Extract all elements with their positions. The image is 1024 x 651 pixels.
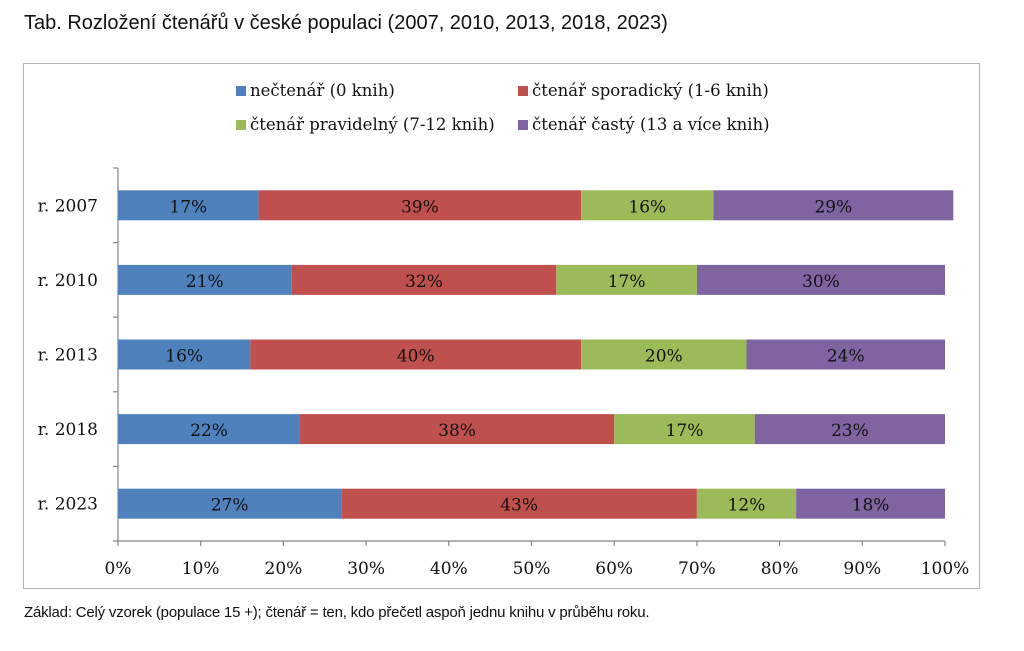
bar-segment — [250, 339, 582, 370]
bar-segment — [696, 264, 945, 295]
data-label: 39% — [401, 197, 439, 217]
data-label: 23% — [831, 421, 869, 441]
bar-segment — [556, 264, 697, 295]
y-category-label: r. 2010 — [38, 271, 98, 291]
legend-swatch — [518, 120, 528, 130]
data-label: 24% — [827, 347, 865, 367]
x-tick-label: 70% — [678, 559, 716, 579]
data-label: 16% — [165, 347, 203, 367]
data-label: 29% — [814, 197, 852, 217]
data-label: 17% — [666, 421, 704, 441]
data-label: 21% — [186, 272, 224, 292]
x-tick-label: 60% — [595, 559, 633, 579]
x-tick-label: 50% — [513, 559, 551, 579]
bars: 17% 39% 16% 29% 21% 32% 17% 30% 16% 40% 20% 24% 22% 3… — [118, 190, 954, 519]
data-label: 18% — [852, 496, 890, 516]
data-label: 32% — [405, 272, 443, 292]
x-tick-label: 90% — [843, 559, 881, 579]
bar-segment — [796, 488, 945, 519]
y-category-label: r. 2018 — [38, 420, 98, 440]
y-category-label: r. 2023 — [38, 495, 98, 515]
y-category-label: r. 2007 — [38, 196, 98, 216]
x-tick-label: 20% — [265, 559, 303, 579]
bar-segment — [299, 414, 615, 445]
bar-segment — [118, 190, 259, 221]
data-label: 27% — [211, 496, 249, 516]
data-label: 30% — [802, 272, 840, 292]
legend-label: čtenář častý (13 a více knih) — [532, 115, 770, 134]
bar-segment — [614, 414, 755, 445]
data-label: 16% — [628, 197, 666, 217]
legend-label: čtenář sporadický (1-6 knih) — [532, 81, 769, 100]
data-label: 17% — [169, 197, 207, 217]
data-label: 17% — [608, 272, 646, 292]
bar-segment — [118, 339, 251, 370]
data-label: 12% — [728, 496, 766, 516]
chart-title: Tab. Rozložení čtenářů v české populaci … — [24, 12, 668, 34]
x-tick-label: 0% — [105, 559, 132, 579]
bar-segment — [118, 264, 292, 295]
bar-segment — [713, 190, 954, 221]
bar-segment — [754, 414, 945, 445]
data-label: 40% — [397, 347, 435, 367]
bar-segment — [581, 339, 747, 370]
bar-segment — [258, 190, 582, 221]
x-tick-label: 40% — [430, 559, 468, 579]
data-label: 38% — [438, 421, 476, 441]
footnote: Základ: Celý vzorek (populace 15 +); čte… — [24, 604, 650, 621]
bar-segment — [118, 414, 300, 445]
data-label: 20% — [645, 347, 683, 367]
x-tick-label: 100% — [921, 559, 970, 579]
bar-segment — [581, 190, 714, 221]
y-category-label: r. 2013 — [38, 346, 98, 366]
x-tick-label: 30% — [347, 559, 385, 579]
legend-label: čtenář pravidelný (7-12 knih) — [250, 115, 495, 134]
bar-segment — [341, 488, 697, 519]
legend-swatch — [518, 86, 528, 96]
bar-segment — [746, 339, 945, 370]
data-label: 43% — [500, 496, 538, 516]
x-tick-label: 80% — [761, 559, 799, 579]
bar-segment — [291, 264, 557, 295]
data-label: 22% — [190, 421, 228, 441]
axes: 0% 10% 20% 30% 40% 50% 60% 70% 80% 90% 100% r. 2007… — [38, 167, 970, 579]
bar-segment — [696, 488, 797, 519]
bar-segment — [118, 488, 342, 519]
legend: nečtenář (0 knih) čtenář sporadický (1-6 … — [236, 81, 770, 134]
legend-swatch — [236, 86, 246, 96]
legend-swatch — [236, 120, 246, 130]
legend-label: nečtenář (0 knih) — [250, 81, 395, 100]
x-tick-label: 10% — [182, 559, 220, 579]
